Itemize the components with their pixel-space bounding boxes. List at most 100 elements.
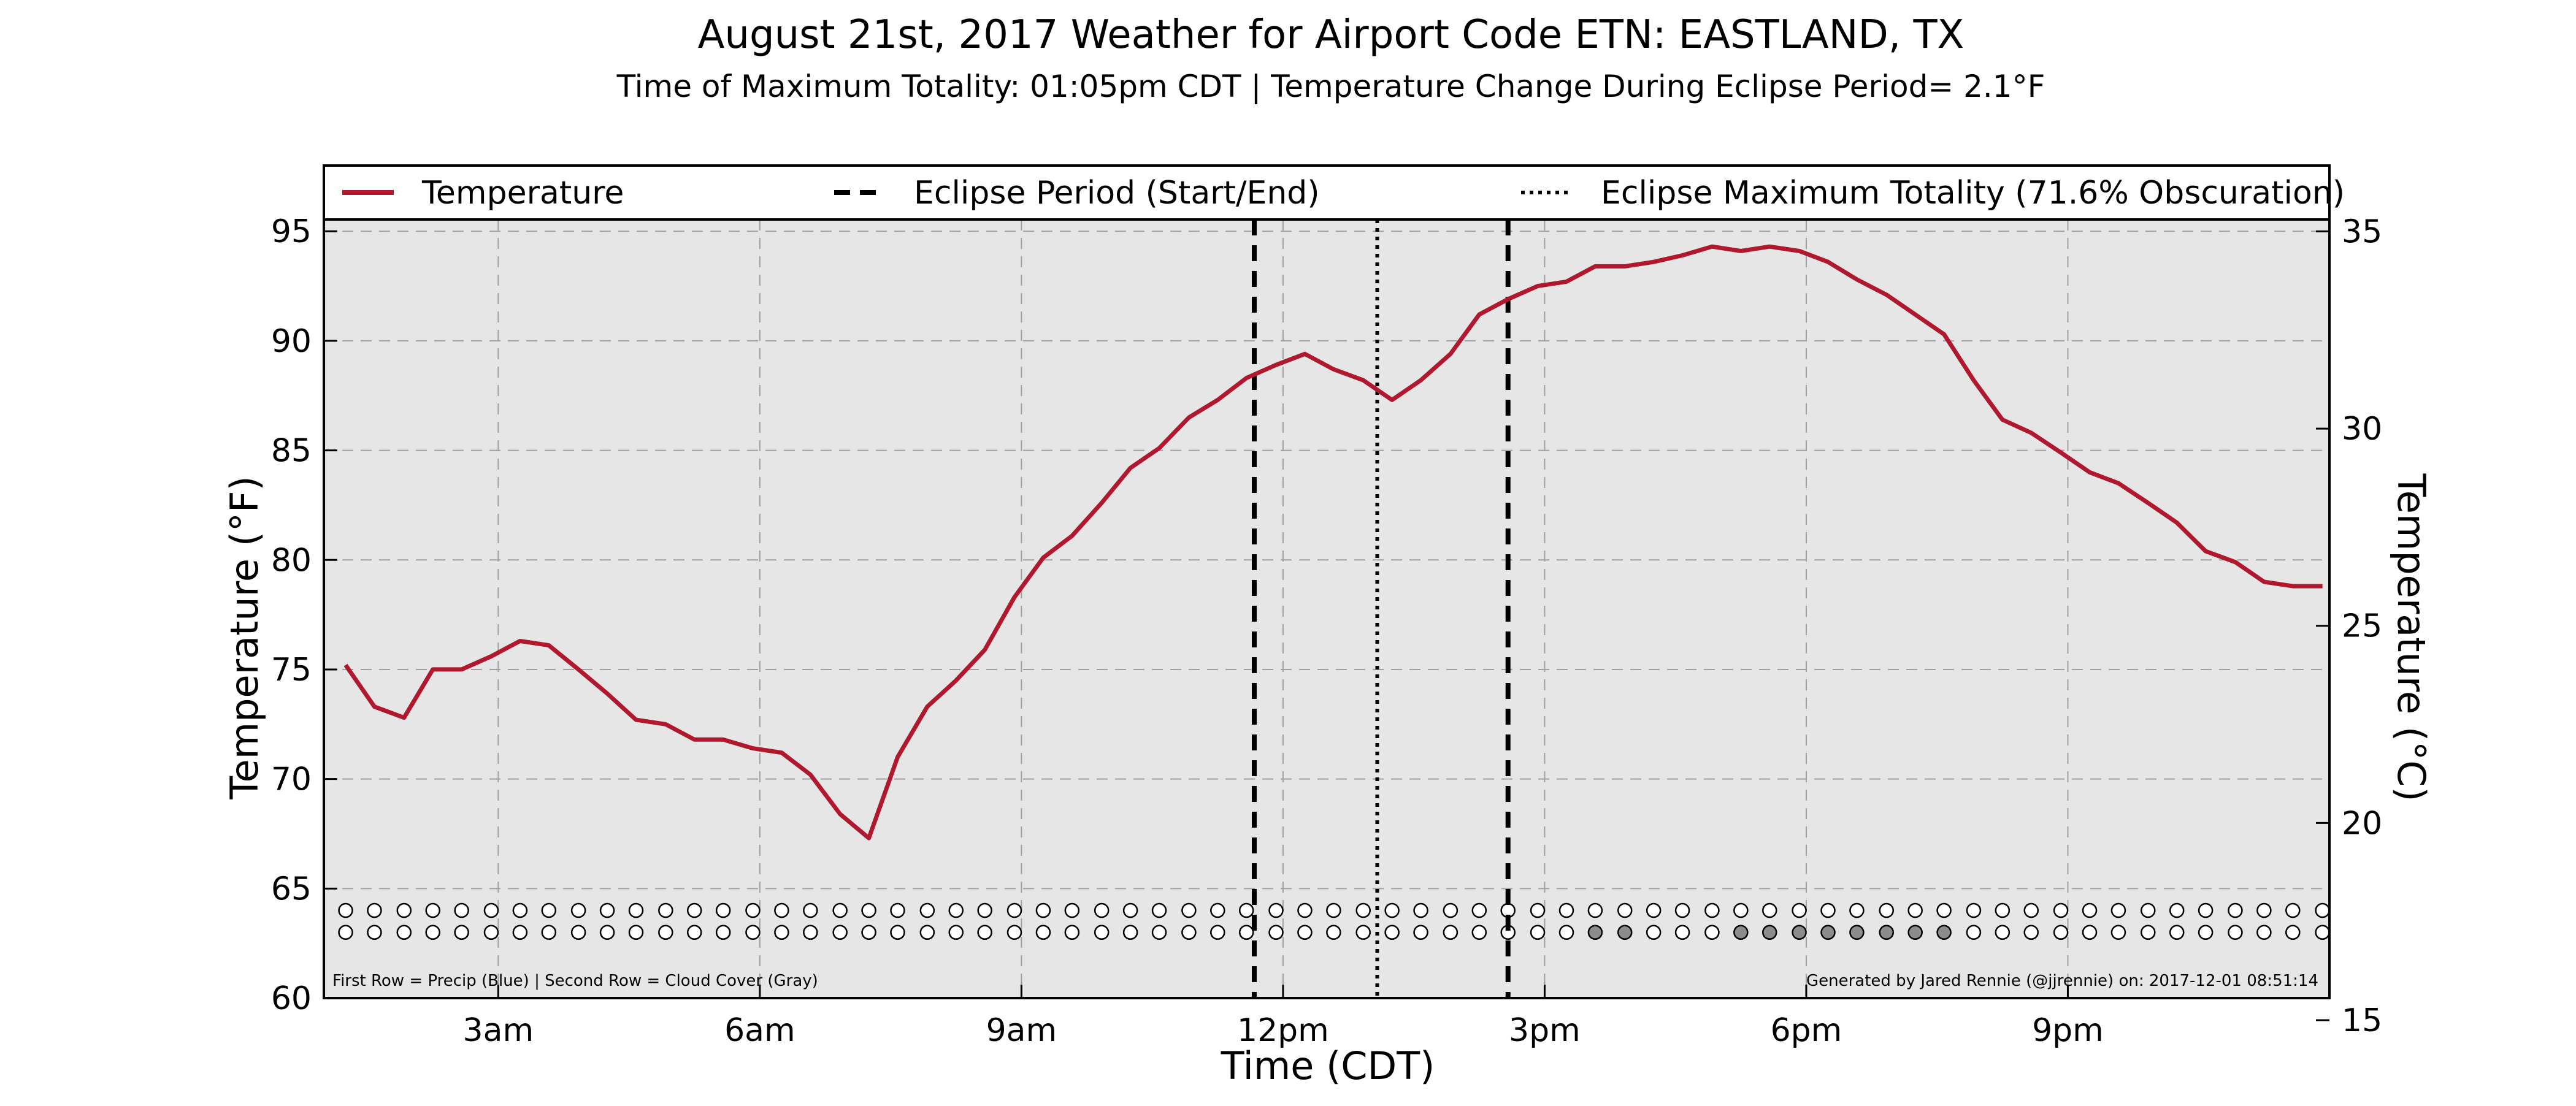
y-tick-label: 70 <box>271 761 312 798</box>
cloud-cover-marker <box>541 925 557 940</box>
cloud-cover-marker <box>686 925 702 940</box>
precip-marker <box>1530 902 1546 918</box>
x-tick-label: 6am <box>724 1012 795 1049</box>
precip-marker <box>1907 902 1923 918</box>
cloud-cover-marker <box>1210 925 1225 940</box>
cloud-cover-marker <box>1384 925 1400 940</box>
precip-marker <box>2023 902 2039 918</box>
cloud-cover-marker <box>745 925 761 940</box>
legend-item-eclipse-period: Eclipse Period (Start/End) <box>834 175 1320 212</box>
cloud-cover-marker <box>2198 925 2214 940</box>
precip-marker <box>1646 902 1662 918</box>
chart-subtitle: Time of Maximum Totality: 01:05pm CDT | … <box>616 69 2045 104</box>
y-axis-label-right: Temperature (°C) <box>2389 473 2434 801</box>
precip-marker <box>628 902 644 918</box>
precip-marker <box>1674 902 1690 918</box>
precip-marker <box>658 902 673 918</box>
y-right-tick-label: 30 <box>2342 411 2382 448</box>
cloud-cover-marker <box>1035 925 1051 940</box>
precip-marker <box>2198 902 2214 918</box>
footnote-generated-by: Generated by Jared Rennie (@jjrennie) on… <box>1806 972 2318 990</box>
cloud-cover-marker <box>1006 925 1022 940</box>
precip-marker <box>1792 902 1807 918</box>
cloud-cover-marker <box>890 925 905 940</box>
precip-marker <box>570 902 586 918</box>
cloud-cover-marker <box>1966 925 1982 940</box>
precip-marker <box>1268 902 1284 918</box>
precip-marker <box>686 902 702 918</box>
cloud-cover-marker <box>396 925 412 940</box>
cloud-cover-marker <box>512 925 528 940</box>
cloud-cover-marker <box>1151 925 1167 940</box>
precip-marker <box>1122 902 1138 918</box>
cloud-cover-marker <box>861 925 876 940</box>
chart-title: August 21st, 2017 Weather for Airport Co… <box>698 12 1965 58</box>
cloud-cover-marker <box>1297 925 1313 940</box>
cloud-cover-marker <box>338 925 353 940</box>
cloud-cover-marker <box>1704 925 1720 940</box>
precip-marker <box>1413 902 1428 918</box>
precip-marker <box>483 902 499 918</box>
precip-marker <box>1151 902 1167 918</box>
cloud-cover-marker <box>425 925 440 940</box>
precip-marker <box>890 902 905 918</box>
cloud-cover-marker <box>628 925 644 940</box>
precip-marker <box>1995 902 2011 918</box>
cloud-cover-marker <box>1064 925 1080 940</box>
y-tick-label: 95 <box>271 213 312 250</box>
cloud-cover-marker <box>1792 925 1807 940</box>
cloud-cover-marker <box>1413 925 1428 940</box>
y-tick-label: 60 <box>271 980 312 1017</box>
legend-label: Eclipse Maximum Totality (71.6% Obscurat… <box>1601 175 2345 212</box>
y-right-tick-label: 35 <box>2342 213 2382 250</box>
cloud-cover-marker <box>803 925 818 940</box>
temperature-line <box>343 244 2323 841</box>
cloud-cover-marker <box>1471 925 1487 940</box>
precip-marker <box>1238 902 1254 918</box>
precip-marker <box>1384 902 1400 918</box>
cloud-cover-marker <box>599 925 615 940</box>
cloud-cover-marker <box>715 925 731 940</box>
precip-marker <box>599 902 615 918</box>
precip-marker <box>1733 902 1749 918</box>
precip-marker <box>338 902 353 918</box>
y-right-tick-label: 25 <box>2342 608 2382 645</box>
y-tick-label: 90 <box>271 323 312 360</box>
legend-item-eclipse-max-totality: Eclipse Maximum Totality (71.6% Obscurat… <box>1521 175 2345 212</box>
cloud-cover-marker <box>774 925 789 940</box>
cloud-cover-marker <box>2110 925 2126 940</box>
legend: Temperature Eclipse Period (Start/End) Ecl… <box>323 164 2345 221</box>
cloud-cover-marker <box>832 925 848 940</box>
cloud-cover-marker <box>2256 925 2272 940</box>
cloud-cover-marker <box>1355 925 1371 940</box>
precip-marker <box>367 902 382 918</box>
cloud-cover-marker <box>1587 925 1603 940</box>
cloud-cover-marker <box>1617 925 1633 940</box>
cloud-cover-marker <box>1238 925 1254 940</box>
precip-marker <box>715 902 731 918</box>
x-tick-label: 9am <box>986 1012 1057 1049</box>
y-axis-label-left: Temperature (°F) <box>222 476 267 799</box>
precip-marker <box>1936 902 1952 918</box>
precip-marker <box>1587 902 1603 918</box>
x-axis-label: Time (CDT) <box>1221 1043 1435 1088</box>
precip-marker <box>2110 902 2126 918</box>
precip-marker <box>2315 902 2330 918</box>
precip-marker <box>2285 902 2301 918</box>
legend-item-temperature: Temperature <box>342 175 624 212</box>
precip-marker <box>1704 902 1720 918</box>
precip-marker <box>541 902 557 918</box>
cloud-cover-marker <box>658 925 673 940</box>
precip-marker <box>2256 902 2272 918</box>
precip-marker <box>1558 902 1574 918</box>
cloud-cover-marker <box>977 925 992 940</box>
x-tick-label: 12pm <box>1237 1012 1329 1049</box>
precip-marker <box>1326 902 1341 918</box>
cloud-cover-marker <box>2285 925 2301 940</box>
precip-marker <box>512 902 528 918</box>
cloud-cover-marker <box>1879 925 1895 940</box>
cloud-cover-marker <box>1761 925 1777 940</box>
precip-marker <box>948 902 964 918</box>
y-right-tick-label: 15 <box>2342 1002 2382 1039</box>
